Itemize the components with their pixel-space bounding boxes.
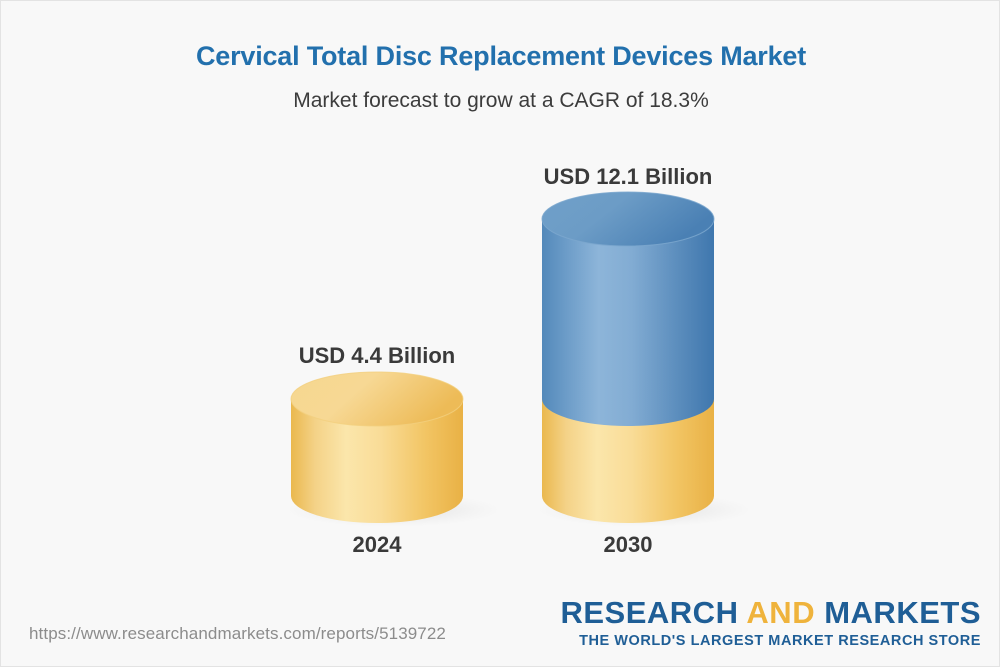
logo-tagline: THE WORLD'S LARGEST MARKET RESEARCH STOR… <box>579 632 981 649</box>
category-label-2030: 2030 <box>603 532 653 557</box>
logo-word-research: RESEARCH <box>560 594 739 630</box>
research-and-markets-logo[interactable]: RESEARCH AND MARKETS THE WORLD'S LARGEST… <box>560 597 981 649</box>
page-subtitle: Market forecast to grow at a CAGR of 18.… <box>293 89 709 112</box>
page-title: Cervical Total Disc Replacement Devices … <box>195 41 807 71</box>
report-url[interactable]: https://www.researchandmarkets.com/repor… <box>29 624 446 643</box>
bar-2030 <box>541 191 715 523</box>
logo-word-and: AND <box>746 594 816 630</box>
bar-2030-base-segment <box>542 399 714 523</box>
value-label-2024: USD 4.4 Billion <box>298 343 456 368</box>
value-label-2030: USD 12.1 Billion <box>543 164 713 189</box>
category-label-2024: 2024 <box>352 532 402 557</box>
bar-2024 <box>290 371 464 523</box>
bar-2030-growth-segment <box>542 219 714 426</box>
logo-wordmark: RESEARCH AND MARKETS <box>560 597 981 628</box>
logo-word-markets: MARKETS <box>824 594 981 630</box>
